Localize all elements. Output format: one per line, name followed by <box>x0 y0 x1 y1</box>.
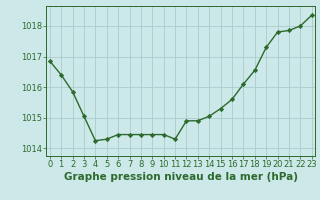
X-axis label: Graphe pression niveau de la mer (hPa): Graphe pression niveau de la mer (hPa) <box>64 172 298 182</box>
